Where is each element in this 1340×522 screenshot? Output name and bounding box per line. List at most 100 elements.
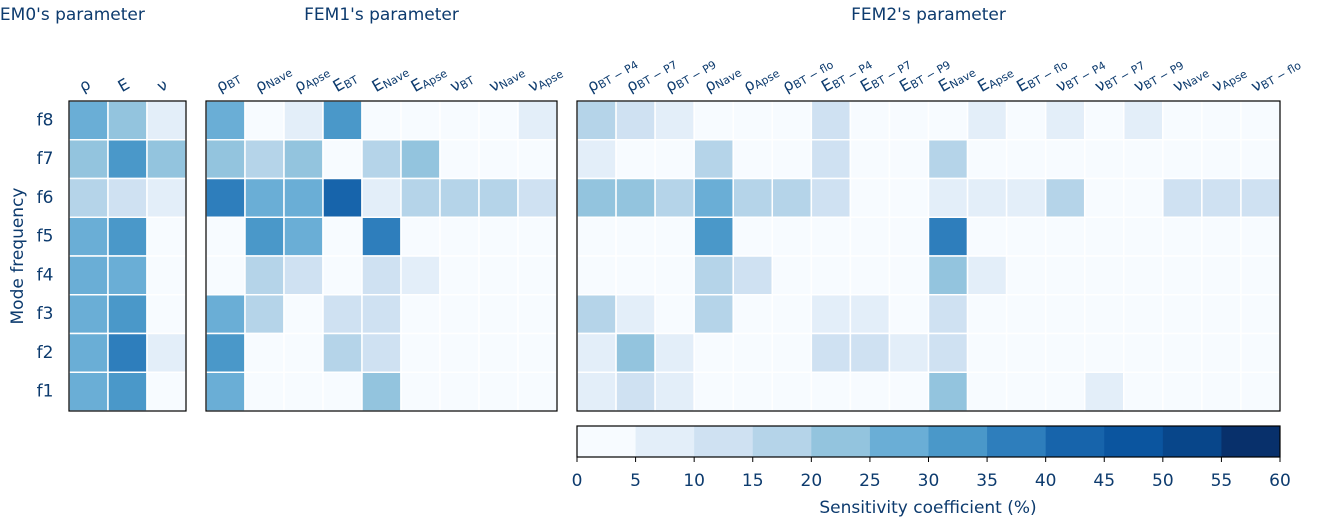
heatmap-cell: [732, 371, 774, 412]
heatmap-cell: [146, 255, 187, 296]
heatmap-cell: [107, 100, 148, 141]
colorbar-segment: [1104, 426, 1164, 457]
heatmap-cell: [439, 332, 480, 373]
colorbar-tick-label: 40: [1035, 471, 1057, 491]
row-label: f6: [37, 188, 54, 208]
heatmap-cell: [361, 139, 402, 180]
heatmap-cell: [1005, 139, 1047, 180]
heatmap-cell: [1162, 177, 1203, 218]
heatmap-cell: [1162, 139, 1203, 180]
heatmap-cell: [283, 139, 324, 180]
heatmap-cell: [1083, 371, 1125, 412]
heatmap-cell: [400, 255, 441, 296]
heatmap-cell: [927, 294, 969, 335]
heatmap-cell: [654, 371, 695, 412]
heatmap-cell: [107, 255, 148, 296]
heatmap-cell: [439, 294, 480, 335]
heatmap-cell: [693, 100, 734, 141]
heatmap-cell: [517, 294, 558, 335]
heatmap-cell: [1044, 177, 1086, 218]
colorbar-tick-label: 0: [572, 471, 583, 491]
colorbar-segment: [987, 426, 1047, 457]
colorbar-segment: [869, 426, 929, 457]
column-label: ENave: [368, 60, 412, 97]
column-label: ν: [153, 74, 170, 95]
heatmap-cell: [68, 332, 109, 373]
heatmap-cell: [283, 177, 324, 218]
heatmap-cell: [107, 332, 148, 373]
heatmap-cell: [244, 100, 285, 141]
heatmap-cell: [1240, 332, 1281, 373]
heatmap-cell: [654, 216, 695, 257]
heatmap-cell: [68, 139, 109, 180]
heatmap-cell: [966, 332, 1008, 373]
heatmap-cell: [205, 139, 246, 180]
row-label: f5: [37, 227, 54, 247]
heatmap-cell: [771, 100, 813, 141]
column-label: ρApse: [290, 60, 333, 96]
heatmap-cell: [517, 216, 558, 257]
heatmap-cell: [205, 177, 246, 218]
column-label: ρBT: [212, 67, 244, 97]
heatmap-cell: [1123, 332, 1164, 373]
column-label: EBT: [329, 67, 361, 97]
heatmap-cell: [439, 139, 480, 180]
heatmap-cell: [1201, 177, 1242, 218]
heatmap-cell: [732, 255, 774, 296]
heatmap-cell: [1162, 332, 1203, 373]
heatmap-cell: [1123, 139, 1164, 180]
heatmap-cell: [615, 332, 656, 373]
heatmap-cell: [244, 216, 285, 257]
heatmap-cell: [322, 255, 363, 296]
column-label-base: ρ: [75, 74, 93, 96]
heatmap-cell: [1044, 332, 1086, 373]
heatmap-cell: [1005, 177, 1047, 218]
heatmap-cell: [1240, 371, 1281, 412]
heatmap-cell: [810, 216, 852, 257]
heatmap-cell: [439, 216, 480, 257]
heatmap-cell: [1240, 177, 1281, 218]
heatmap-cell: [810, 332, 852, 373]
colorbar-segment: [1162, 426, 1222, 457]
heatmap-cell: [68, 294, 109, 335]
heatmap-cell: [322, 216, 363, 257]
column-label-sub: BT: [225, 73, 244, 92]
colorbar-segment: [1045, 426, 1105, 457]
heatmap-cell: [361, 371, 402, 412]
heatmap-cell: [1083, 294, 1125, 335]
heatmap-cell: [1083, 177, 1125, 218]
heatmap-cell: [1044, 100, 1086, 141]
heatmap-cell: [478, 332, 519, 373]
heatmap-cell: [1083, 100, 1125, 141]
heatmap-cell: [654, 294, 695, 335]
colorbar-segment: [577, 426, 637, 457]
heatmap-cell: [1005, 100, 1047, 141]
heatmap-cell: [888, 177, 930, 218]
heatmap-cell: [1162, 294, 1203, 335]
heatmap-cell: [146, 294, 187, 335]
heatmap-cell: [888, 255, 930, 296]
colorbar-segment: [928, 426, 988, 457]
column-label: E: [114, 74, 132, 96]
heatmap-cell: [732, 216, 774, 257]
colorbar-tick-label: 5: [630, 471, 641, 491]
panel-title: FEM0's parameter: [0, 5, 145, 25]
heatmap-cell: [517, 177, 558, 218]
heatmap-cell: [1005, 332, 1047, 373]
colorbar-tick-label: 50: [1152, 471, 1174, 491]
heatmap-cell: [693, 216, 734, 257]
heatmap-cell: [244, 139, 285, 180]
heatmap-cell: [732, 100, 774, 141]
heatmap-cell: [205, 294, 246, 335]
heatmap-cell: [849, 177, 891, 218]
heatmap-cell: [810, 100, 852, 141]
heatmap-cell: [1083, 216, 1125, 257]
heatmap-cell: [576, 139, 617, 180]
heatmap-cell: [1162, 216, 1203, 257]
heatmap-cell: [1083, 332, 1125, 373]
heatmap-cell: [927, 139, 969, 180]
heatmap-cell: [1240, 255, 1281, 296]
column-label-sub: Nave: [497, 67, 528, 92]
heatmap-cell: [205, 332, 246, 373]
heatmap-cell: [966, 294, 1008, 335]
